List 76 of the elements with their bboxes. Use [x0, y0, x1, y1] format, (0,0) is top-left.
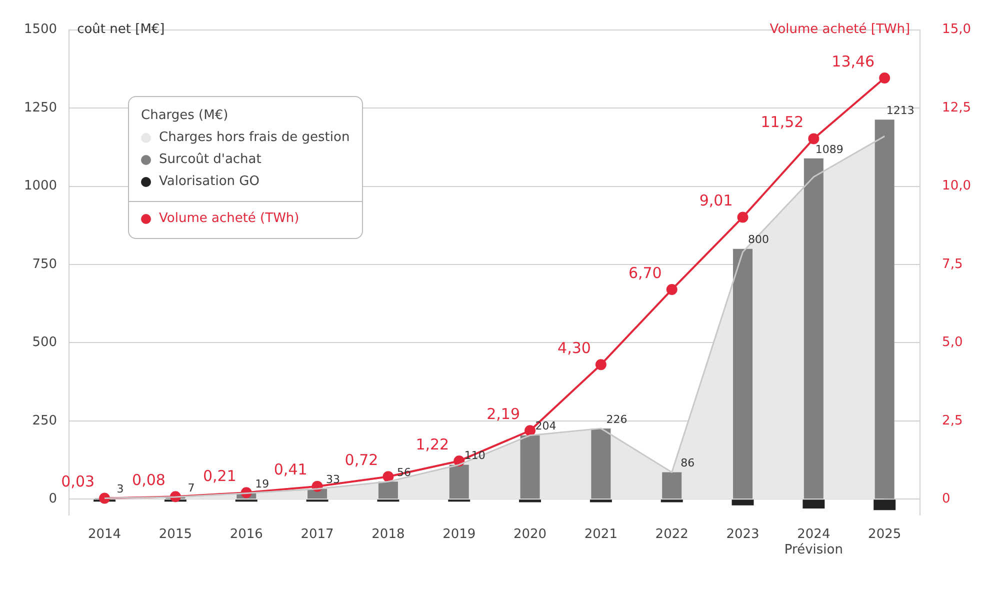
data-label: 6,70	[628, 264, 662, 282]
bar	[660, 500, 683, 502]
point	[879, 72, 890, 84]
data-label: 33	[326, 473, 340, 486]
point	[808, 133, 820, 144]
data-label: 3	[116, 482, 124, 496]
data-label: 0,03	[61, 472, 95, 491]
y2-tick-label: 2,5	[942, 413, 963, 428]
bar	[733, 248, 753, 499]
bar	[662, 472, 682, 499]
point	[382, 471, 394, 482]
data-label: 2,19	[486, 405, 520, 424]
bar	[874, 500, 896, 510]
data-label: 7	[188, 481, 195, 494]
bar	[874, 120, 894, 499]
y-tick-label: 1000	[24, 178, 58, 194]
bar	[802, 500, 825, 509]
data-label: 1089	[815, 142, 844, 156]
y-tick-label: 1250	[24, 100, 58, 116]
y-tick-label: 1500	[24, 22, 58, 38]
x-tick-label: 2015	[158, 526, 192, 542]
bar	[732, 500, 754, 506]
legend-label: Surcoût d'achat	[159, 151, 262, 169]
point	[737, 212, 748, 223]
data-label: 19	[255, 478, 270, 491]
data-label: 0,41	[274, 460, 308, 479]
bar	[378, 482, 398, 499]
data-label: 800	[748, 233, 770, 246]
y-tick-label: 250	[32, 413, 58, 428]
x-tick-label: 2017	[300, 526, 334, 542]
point	[666, 284, 678, 296]
x-tick-label: 2021	[584, 526, 618, 542]
bar	[520, 435, 540, 499]
y-tick-label: 750	[32, 256, 58, 272]
point	[595, 359, 606, 370]
y2-tick-label: 7,5	[942, 256, 963, 272]
data-label: 86	[680, 456, 695, 470]
x-tick-label: 2014	[88, 526, 122, 542]
x-tick-label: 2024 Prévision	[784, 526, 843, 558]
data-label: 226	[606, 412, 628, 426]
y2-axis-title: Volume acheté [TWh]	[770, 22, 910, 38]
bar	[519, 500, 542, 502]
legend-label: Valorisation GO	[159, 173, 260, 191]
x-tick-label: 2019	[442, 526, 476, 542]
y-tick-label: 500	[32, 335, 58, 350]
data-label: 0,08	[132, 471, 166, 490]
y2-tick-label: 15,0	[942, 22, 972, 38]
y2-tick-label: 12,5	[942, 100, 972, 116]
x-tick-label: 2025	[868, 526, 902, 542]
data-label: 9,01	[699, 192, 733, 210]
y2-tick-label: 10,0	[942, 178, 972, 194]
y2-tick-label: 5,0	[942, 335, 963, 350]
y2-tick-label: 0	[942, 492, 950, 507]
point	[524, 425, 536, 436]
y-axis-title: coût net [M€]	[77, 22, 165, 38]
legend-label: Charges hors frais de gestion	[159, 129, 350, 147]
bar	[804, 158, 824, 499]
data-label: 204	[535, 420, 556, 433]
x-tick-label: 2022	[655, 526, 688, 542]
x-tick-label: 2016	[230, 526, 263, 542]
bar	[449, 464, 469, 499]
data-label: 1213	[886, 104, 914, 117]
legend-label: Volume acheté (TWh)	[159, 210, 300, 228]
data-label: 0,21	[202, 466, 236, 485]
data-label: 11,52	[760, 113, 804, 132]
data-label: 0,72	[344, 451, 378, 470]
legend-title: Charges (M€)	[141, 107, 230, 125]
y-tick-label: 0	[48, 492, 58, 507]
x-tick-label: 2018	[372, 526, 405, 542]
x-tick-label: 2020	[513, 526, 547, 542]
data-label: 13,46	[832, 52, 875, 70]
bar	[590, 500, 612, 502]
bar	[591, 428, 611, 499]
data-label: 4,30	[558, 338, 591, 357]
x-tick-label: 2023	[726, 526, 760, 542]
data-label: 1,22	[416, 435, 450, 454]
